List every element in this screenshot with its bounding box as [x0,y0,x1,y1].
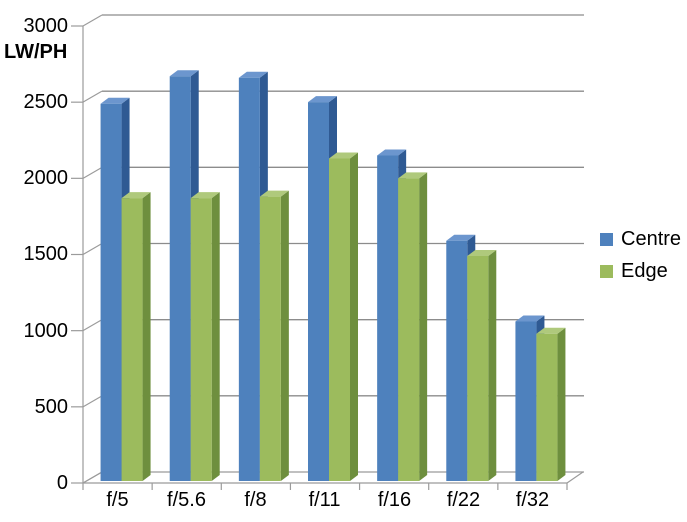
x-category-label-f22: f/22 [446,489,481,511]
legend-swatch-centre-icon [600,232,613,246]
y-tick-label-3000: 3000 [23,15,69,37]
legend-label-edge: Edge [621,259,668,282]
legend: Centre Edge [600,228,681,292]
y-tick-label-1500: 1500 [23,243,69,265]
legend-swatch-edge-icon [600,264,613,278]
x-category-label-f11: f/11 [308,489,341,511]
x-category-label-f32: f/32 [515,489,550,511]
legend-item-edge: Edge [600,260,681,282]
y-tick-label-1000: 1000 [23,320,69,342]
y-tick-label-0: 0 [56,472,68,494]
legend-item-centre: Centre [600,228,681,250]
x-category-label-f5: f/5 [106,489,129,511]
legend-label-centre: Centre [621,227,682,250]
y-tick-label-500: 500 [34,396,68,418]
x-category-label-f8: f/8 [244,489,267,511]
x-category-label-f5-6: f/5.6 [167,489,206,511]
y-tick-label-2000: 2000 [23,167,69,189]
y-axis-title: LW/PH [4,41,68,63]
y-tick-label-2500: 2500 [23,91,69,113]
x-category-label-f16: f/16 [377,489,412,511]
